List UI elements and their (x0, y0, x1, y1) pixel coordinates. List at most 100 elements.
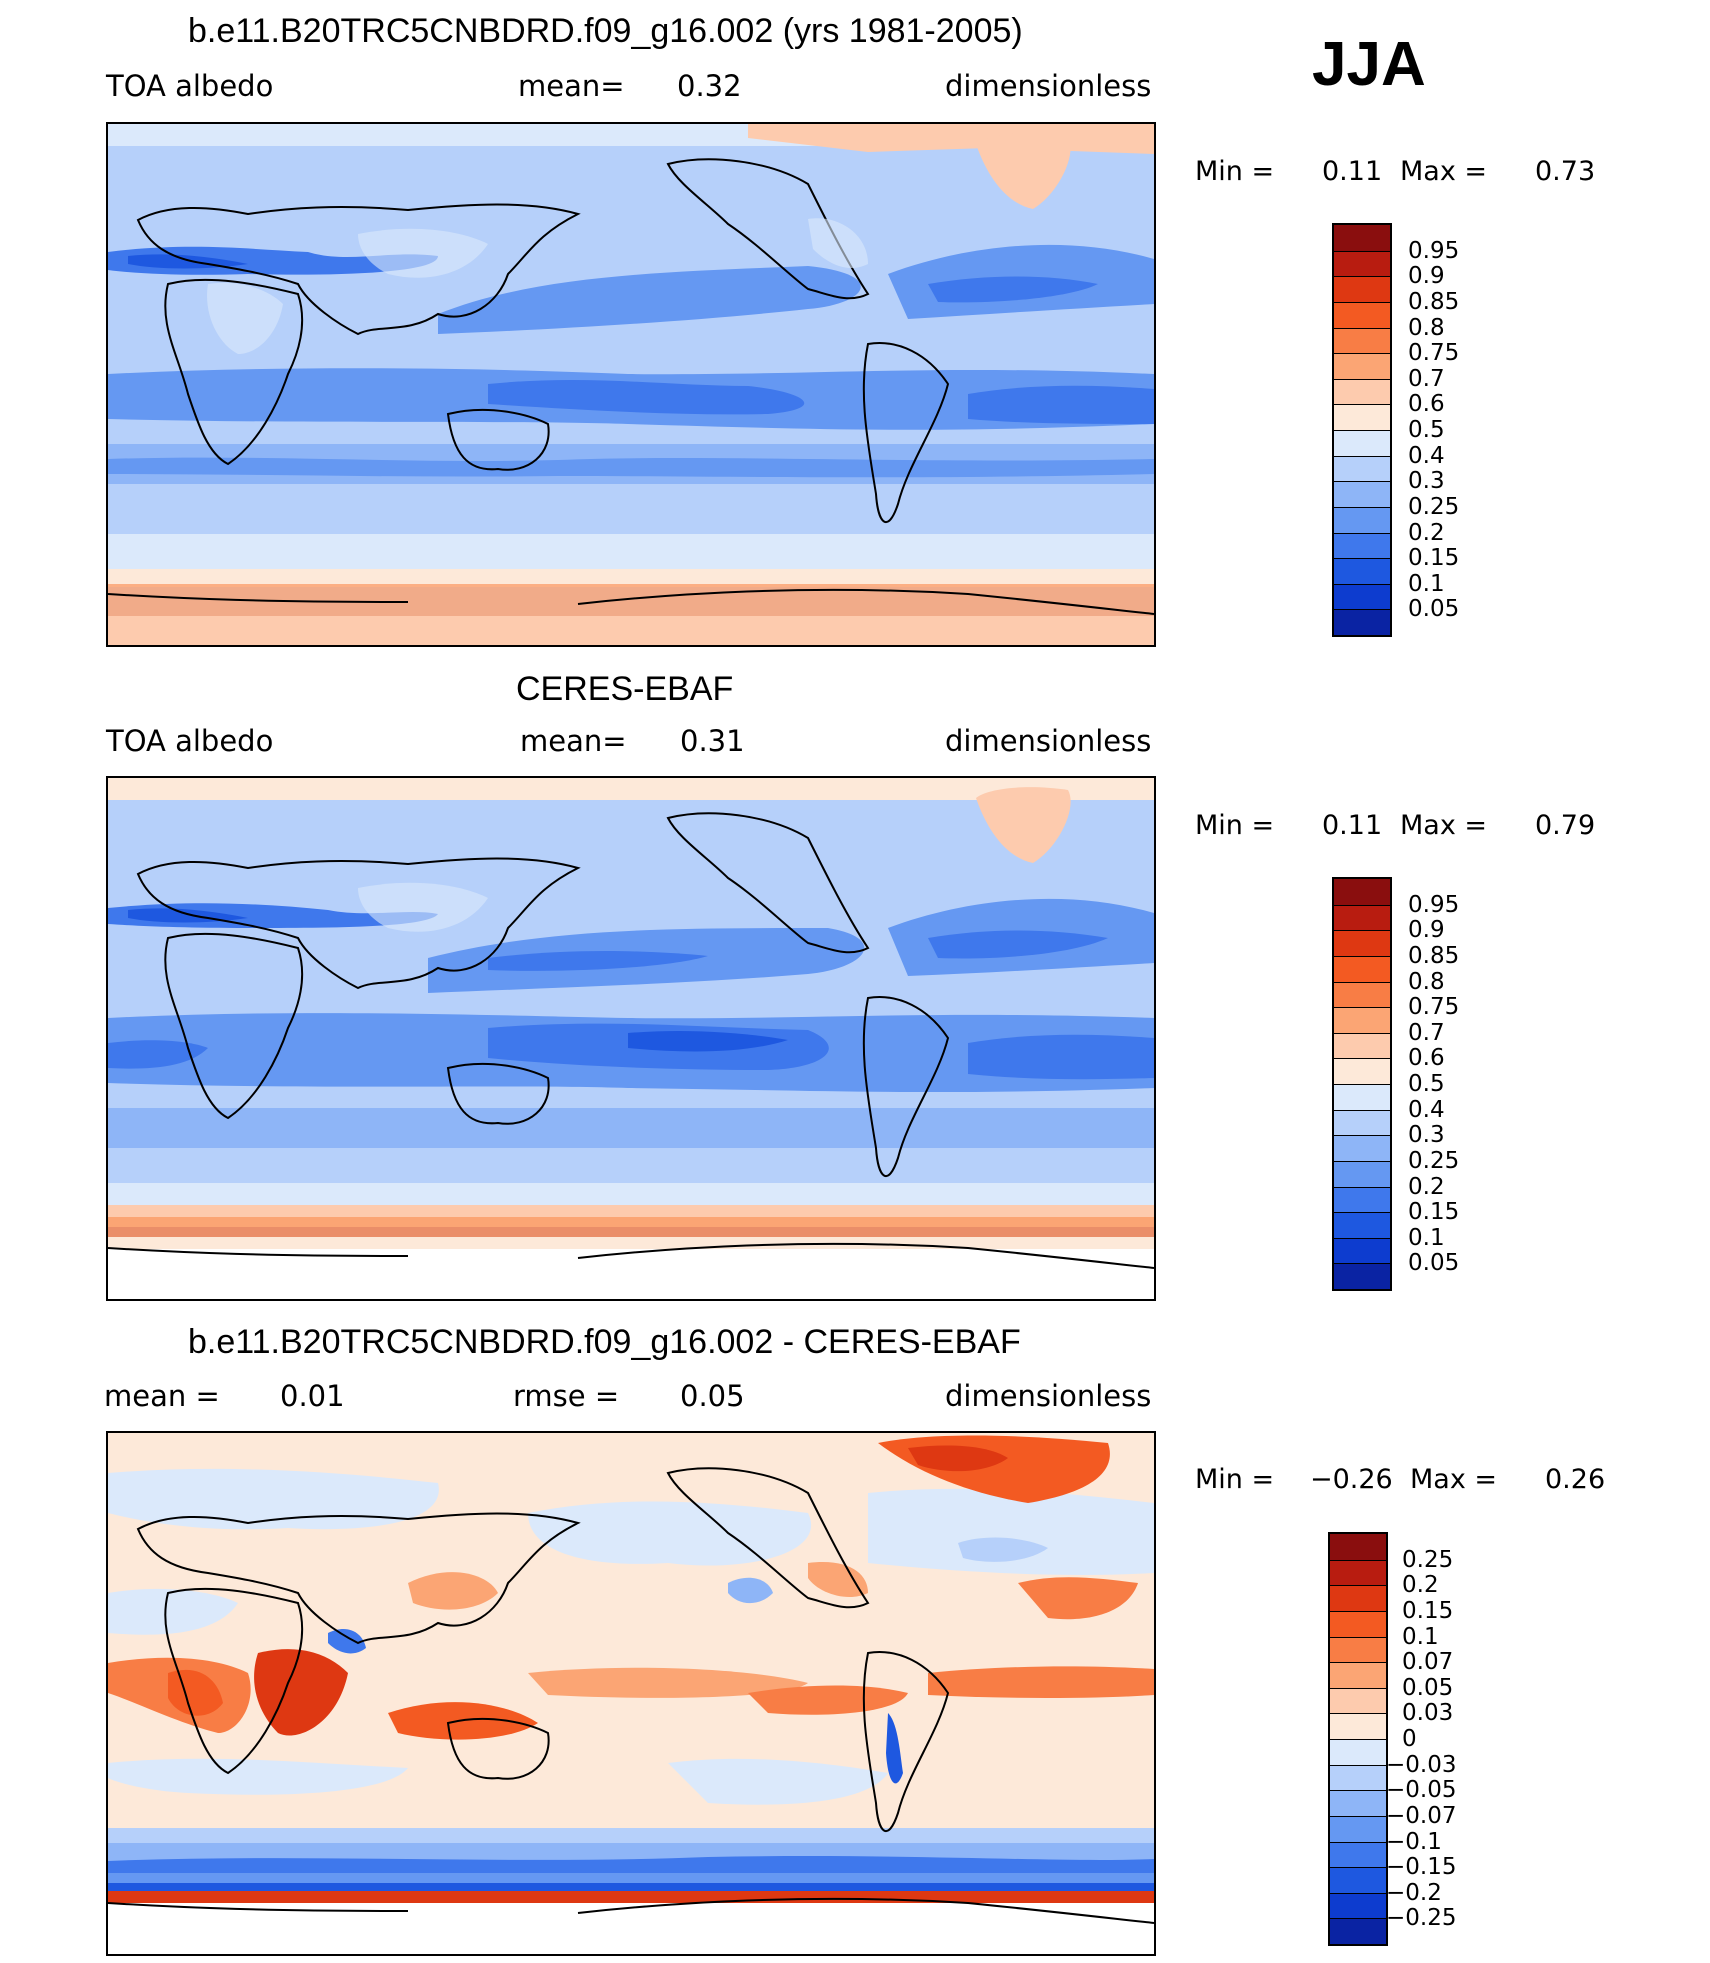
colorbar-tick-label: 0.8 (1408, 314, 1445, 341)
colorbar-segment (1334, 583, 1390, 610)
colorbar-tick-label: 0.05 (1408, 596, 1460, 623)
colorbar-tick-label: 0.15 (1402, 1597, 1454, 1624)
colorbar-segment (1334, 1084, 1390, 1110)
colorbar-segment (1334, 1237, 1390, 1264)
panel-3-mean-value: 0.01 (280, 1379, 345, 1413)
colorbar-segment (1330, 1534, 1386, 1560)
panel-1-min-label: Min = (1195, 156, 1275, 187)
panel-2-units: dimensionless (945, 724, 1152, 758)
colorbar-segment (1334, 327, 1390, 354)
colorbar-segment (1330, 1610, 1386, 1637)
colorbar-tick-label: 0.15 (1408, 545, 1460, 572)
colorbar-tick-label: 0 (1402, 1726, 1417, 1752)
colorbar-tick-label: 0.85 (1408, 942, 1460, 969)
colorbar-segment (1334, 609, 1390, 635)
colorbar-segment (1334, 1160, 1390, 1187)
colorbar-tick-label: 0.85 (1408, 288, 1460, 315)
colorbar-tick-label: −0.2 (1386, 1879, 1442, 1906)
colorbar-tick-label: 0.6 (1408, 391, 1445, 418)
panel-3-colorbar (1328, 1532, 1388, 1946)
colorbar-segment (1330, 1739, 1386, 1765)
colorbar-segment (1334, 1263, 1390, 1289)
colorbar-segment (1334, 455, 1390, 482)
colorbar-tick-label: 0.4 (1408, 1096, 1445, 1123)
colorbar-segment (1334, 1032, 1390, 1059)
colorbar-segment (1334, 506, 1390, 533)
colorbar-segment (1330, 1662, 1386, 1688)
colorbar-tick-label: 0.4 (1408, 442, 1445, 469)
colorbar-segment (1330, 1815, 1386, 1842)
panel-2-mean-value: 0.31 (680, 724, 745, 758)
colorbar-segment (1334, 930, 1390, 956)
colorbar-segment (1330, 1636, 1386, 1663)
panel-3-map (106, 1431, 1156, 1956)
colorbar-segment (1334, 1186, 1390, 1213)
colorbar-tick-label: 0.05 (1402, 1674, 1454, 1701)
panel-3-units: dimensionless (945, 1379, 1152, 1413)
colorbar-tick-label: 0.7 (1408, 365, 1445, 392)
colorbar-tick-label: 0.8 (1408, 968, 1445, 995)
colorbar-tick-label: −0.03 (1386, 1751, 1457, 1778)
colorbar-segment (1330, 1585, 1386, 1611)
panel-3-title: b.e11.B20TRC5CNBDRD.f09_g16.002 - CERES-… (188, 1323, 1021, 1361)
colorbar-segment (1330, 1892, 1386, 1919)
colorbar-tick-label: 0.3 (1408, 468, 1445, 495)
colorbar-segment (1334, 1212, 1390, 1238)
colorbar-tick-label: 0.2 (1408, 519, 1445, 546)
colorbar-tick-label: −0.25 (1386, 1905, 1457, 1932)
colorbar-tick-label: −0.07 (1386, 1802, 1457, 1829)
panel-2-max-value: 0.79 (1535, 810, 1596, 841)
colorbar-tick-label: 0.95 (1408, 237, 1460, 264)
colorbar-segment (1330, 1790, 1386, 1816)
colorbar-segment (1334, 378, 1390, 405)
panel-1-colorbar (1332, 223, 1392, 637)
colorbar-tick-label: 0.03 (1402, 1700, 1454, 1727)
colorbar-tick-label: 0.2 (1408, 1173, 1445, 1200)
colorbar-segment (1334, 1135, 1390, 1161)
panel-2-min-label: Min = (1195, 810, 1275, 841)
colorbar-segment (1330, 1841, 1386, 1868)
colorbar-tick-label: 0.7 (1408, 1019, 1445, 1046)
colorbar-tick-label: 0.25 (1402, 1546, 1454, 1573)
panel-1-title: b.e11.B20TRC5CNBDRD.f09_g16.002 (yrs 198… (188, 12, 1023, 50)
colorbar-tick-label: 0.5 (1408, 1071, 1445, 1097)
colorbar-segment (1330, 1867, 1386, 1893)
colorbar-tick-label: 0.9 (1408, 263, 1445, 290)
colorbar-segment (1330, 1918, 1386, 1944)
colorbar-tick-label: 0.25 (1408, 493, 1460, 520)
colorbar-segment (1334, 532, 1390, 559)
panel-1-units: dimensionless (945, 69, 1152, 103)
colorbar-tick-label: 0.1 (1408, 570, 1445, 597)
season-label: JJA (1312, 30, 1426, 99)
colorbar-tick-label: 0.75 (1408, 994, 1460, 1021)
colorbar-tick-label: −0.05 (1386, 1777, 1457, 1804)
panel-1-variable: TOA albedo (106, 69, 274, 103)
colorbar-segment (1334, 250, 1390, 277)
colorbar-tick-label: 0.1 (1408, 1224, 1445, 1251)
panel-2-min-value: 0.11 (1322, 810, 1383, 841)
colorbar-segment (1334, 1109, 1390, 1136)
colorbar-segment (1330, 1559, 1386, 1586)
panel-1-min-value: 0.11 (1322, 156, 1383, 187)
colorbar-tick-label: 0.5 (1408, 417, 1445, 443)
panel-3-min-value: −0.26 (1310, 1464, 1393, 1495)
panel-3-rmse-label: rmse = (513, 1379, 620, 1413)
colorbar-segment (1334, 353, 1390, 379)
colorbar-segment (1334, 904, 1390, 931)
colorbar-tick-label: −0.1 (1386, 1828, 1442, 1855)
colorbar-segment (1334, 301, 1390, 328)
colorbar-tick-label: 0.3 (1408, 1122, 1445, 1149)
colorbar-tick-label: 0.2 (1402, 1572, 1439, 1599)
colorbar-tick-label: 0.1 (1402, 1623, 1439, 1650)
panel-3-max-label: Max = (1410, 1464, 1498, 1495)
colorbar-segment (1334, 955, 1390, 982)
panel-3-min-label: Min = (1195, 1464, 1275, 1495)
panel-2-colorbar (1332, 877, 1392, 1291)
panel-2-map (106, 776, 1156, 1301)
panel-1-mean-label: mean= (518, 69, 625, 103)
colorbar-tick-label: 0.6 (1408, 1045, 1445, 1072)
panel-2-mean-label: mean= (520, 724, 627, 758)
colorbar-segment (1334, 404, 1390, 430)
colorbar-segment (1334, 1007, 1390, 1033)
colorbar-tick-label: 0.9 (1408, 917, 1445, 944)
